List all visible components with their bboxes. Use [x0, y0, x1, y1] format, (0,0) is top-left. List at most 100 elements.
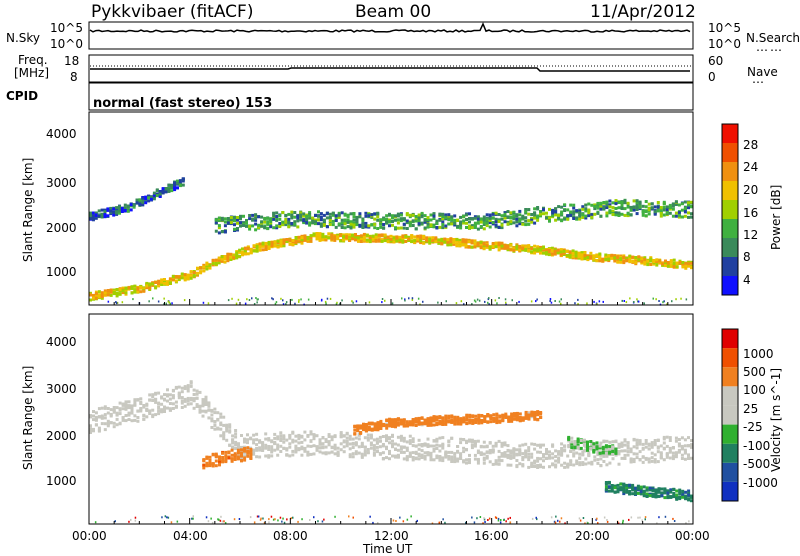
range-time-cell	[663, 491, 667, 495]
noise-cell	[152, 297, 154, 300]
range-time-cell	[459, 457, 463, 460]
range-time-cell	[160, 396, 164, 400]
range-time-cell	[336, 446, 340, 450]
range-time-cell	[584, 462, 588, 466]
range-time-cell	[346, 220, 350, 224]
range-time-cell	[449, 240, 453, 243]
noise-cell	[207, 520, 210, 523]
range-time-cell	[333, 447, 337, 451]
range-time-cell	[306, 453, 310, 457]
range-time-cell	[683, 200, 687, 204]
range-time-cell	[438, 449, 442, 453]
range-time-cell	[278, 214, 282, 218]
range-time-cell	[201, 398, 205, 402]
range-time-cell	[563, 203, 567, 207]
range-time-cell	[488, 218, 492, 222]
range-time-cell	[446, 238, 450, 242]
noise-cell	[130, 518, 132, 521]
range-time-cell	[551, 462, 555, 466]
range-time-cell	[92, 418, 95, 422]
range-time-cell	[620, 444, 624, 448]
range-time-cell	[657, 489, 661, 493]
colorbar-frame	[721, 123, 739, 296]
range-time-cell	[401, 234, 405, 238]
range-time-cell	[482, 227, 486, 231]
noise-cell	[134, 519, 137, 522]
range-time-cell	[357, 445, 361, 449]
range-time-cell	[524, 245, 528, 249]
range-time-cell	[422, 235, 426, 238]
range-time-cell	[103, 289, 107, 293]
range-time-cell	[628, 492, 632, 496]
range-time-cell	[103, 428, 107, 432]
range-time-cell	[605, 439, 609, 443]
range-time-cell	[674, 455, 678, 459]
range-time-cell	[91, 216, 95, 220]
range-time-cell	[613, 256, 617, 260]
noise-cell	[391, 302, 394, 305]
range-time-cell	[678, 488, 682, 492]
range-time-cell	[214, 229, 218, 233]
range-time-cell	[447, 457, 451, 461]
range-time-cell	[378, 435, 382, 439]
range-time-cell	[509, 216, 513, 220]
xtick-6: 00:00	[675, 529, 710, 543]
range-time-cell	[485, 221, 489, 225]
range-time-cell	[476, 457, 480, 461]
range-time-cell	[417, 216, 421, 220]
range-time-cell	[420, 211, 424, 215]
range-time-cell	[626, 441, 630, 445]
range-time-cell	[644, 210, 648, 214]
noise-cell	[298, 300, 300, 303]
range-time-cell	[566, 214, 570, 218]
range-time-cell	[266, 227, 270, 231]
noise-cell	[277, 519, 279, 522]
range-time-cell	[659, 209, 663, 213]
range-time-cell	[533, 211, 537, 215]
range-time-cell	[595, 259, 599, 263]
noise-cell	[114, 520, 116, 523]
range-time-cell	[536, 214, 540, 218]
range-time-cell	[252, 249, 256, 253]
range-time-cell	[92, 296, 95, 300]
range-time-cell	[318, 236, 322, 240]
range-time-cell	[452, 241, 456, 244]
range-time-cell	[690, 456, 693, 460]
range-time-cell	[287, 212, 291, 216]
range-time-cell	[372, 453, 376, 457]
range-time-cell	[536, 464, 540, 467]
range-time-cell	[668, 203, 672, 207]
range-time-cell	[530, 452, 534, 456]
range-time-cell	[261, 248, 265, 252]
range-time-cell	[456, 445, 460, 448]
range-time-cell	[300, 435, 304, 439]
range-time-cell	[258, 440, 262, 444]
range-time-cell	[563, 209, 567, 212]
range-time-cell	[254, 228, 258, 232]
range-time-cell	[542, 455, 545, 459]
noise-cell	[656, 522, 658, 525]
range-time-cell	[429, 451, 433, 455]
range-time-cell	[417, 443, 421, 447]
range-time-cell	[566, 217, 570, 221]
range-time-cell	[426, 423, 430, 427]
range-time-cell	[100, 422, 104, 426]
range-time-cell	[536, 466, 540, 469]
noise-cell	[224, 522, 227, 525]
range-time-cell	[462, 419, 466, 423]
range-time-cell	[488, 450, 492, 454]
range-time-cell	[580, 257, 584, 261]
range-time-cell	[302, 212, 306, 216]
range-time-cell	[690, 443, 693, 447]
range-time-cell	[444, 422, 448, 426]
range-time-cell	[160, 278, 164, 282]
range-time-cell	[417, 457, 421, 461]
range-time-cell	[613, 484, 617, 488]
range-time-cell	[141, 196, 145, 200]
range-time-cell	[464, 242, 468, 246]
range-time-cell	[357, 239, 360, 243]
range-time-cell	[620, 441, 624, 445]
range-time-cell	[396, 435, 400, 439]
range-time-cell	[297, 448, 301, 452]
range-time-cell	[509, 456, 513, 460]
